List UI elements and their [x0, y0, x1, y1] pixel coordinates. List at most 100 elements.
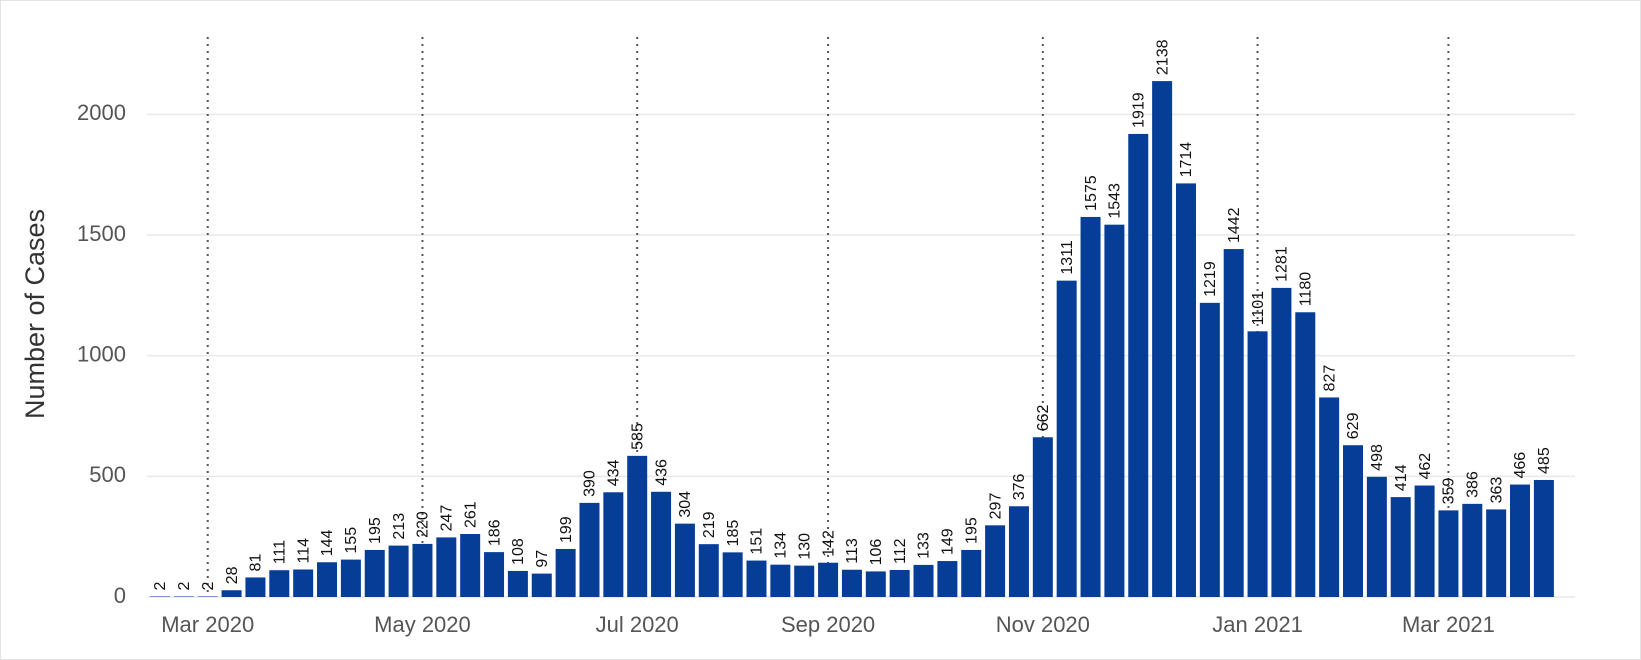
bar — [1319, 397, 1340, 597]
value-label: 827 — [1321, 365, 1338, 392]
value-label: 97 — [534, 550, 551, 568]
bar — [412, 543, 433, 597]
bar — [674, 523, 695, 597]
value-label: 2138 — [1154, 39, 1171, 75]
bar — [340, 559, 361, 597]
value-label: 195 — [367, 517, 384, 544]
value-label: 2 — [200, 582, 217, 591]
bar — [269, 570, 290, 597]
value-label: 462 — [1417, 453, 1434, 480]
x-tick-label: Jul 2020 — [596, 612, 679, 637]
value-label: 185 — [725, 520, 742, 547]
value-label: 359 — [1441, 478, 1458, 505]
x-tick-label: Mar 2021 — [1402, 612, 1495, 637]
bar — [1390, 497, 1411, 597]
value-label: 130 — [796, 533, 813, 560]
value-label: 2 — [176, 582, 193, 591]
bar — [818, 562, 839, 597]
value-label: 1180 — [1297, 272, 1314, 307]
bar — [961, 549, 982, 597]
bar — [245, 577, 266, 597]
value-label: 112 — [892, 538, 909, 564]
bar — [865, 571, 886, 597]
value-label: 186 — [486, 519, 503, 546]
value-label: 436 — [653, 459, 670, 486]
bar — [388, 545, 409, 597]
value-label: 1575 — [1083, 175, 1100, 211]
value-label: 662 — [1035, 404, 1052, 431]
value-label: 111 — [272, 540, 289, 564]
x-tick-label: Sep 2020 — [781, 612, 875, 637]
bar — [770, 564, 791, 597]
bar — [1414, 485, 1435, 597]
value-label: 155 — [343, 527, 360, 554]
value-label: 114 — [295, 538, 312, 564]
y-tick-label: 2000 — [77, 100, 126, 125]
value-label: 28 — [224, 566, 241, 584]
bar — [1056, 280, 1077, 597]
value-label: 195 — [963, 517, 980, 544]
y-tick-label: 1500 — [77, 221, 126, 246]
value-label: 213 — [391, 513, 408, 540]
value-label: 386 — [1465, 471, 1482, 498]
bar — [746, 560, 767, 597]
value-label: 434 — [606, 459, 623, 486]
value-label: 144 — [319, 529, 336, 556]
bar — [579, 502, 600, 597]
bar — [364, 549, 385, 597]
bar — [484, 552, 505, 597]
bar — [937, 561, 958, 597]
x-tick-label: Nov 2020 — [996, 612, 1090, 637]
bar — [1032, 437, 1053, 597]
value-label: 363 — [1488, 477, 1505, 504]
value-label: 466 — [1512, 452, 1529, 479]
value-label: 149 — [940, 528, 957, 555]
bar — [1438, 510, 1459, 597]
value-label: 219 — [701, 511, 718, 538]
bar — [1533, 479, 1554, 597]
value-label: 1714 — [1178, 142, 1195, 178]
value-label: 151 — [749, 528, 766, 555]
bar — [1486, 509, 1507, 597]
bar — [436, 537, 457, 597]
bar — [1199, 302, 1220, 597]
bar — [1175, 183, 1196, 597]
bar — [651, 491, 672, 597]
bar — [317, 562, 338, 597]
value-label: 629 — [1345, 412, 1362, 439]
bar — [722, 552, 743, 597]
value-label: 1919 — [1130, 92, 1147, 128]
y-tick-label: 500 — [89, 462, 126, 487]
value-label: 261 — [462, 501, 479, 528]
value-label: 414 — [1393, 464, 1410, 491]
bar — [1271, 287, 1292, 597]
value-label: 220 — [415, 511, 432, 538]
value-label: 390 — [582, 470, 599, 497]
bar — [221, 590, 242, 597]
bar — [1295, 312, 1316, 597]
value-label: 134 — [773, 532, 790, 559]
bar — [1152, 81, 1173, 597]
value-label: 2 — [152, 582, 169, 591]
value-label: 106 — [868, 539, 885, 566]
bar — [1510, 484, 1531, 597]
value-label: 297 — [987, 493, 1004, 520]
bar — [603, 492, 624, 597]
bar — [293, 569, 314, 597]
value-label: 485 — [1536, 447, 1553, 474]
bar — [1008, 506, 1029, 597]
value-label: 1442 — [1226, 207, 1243, 243]
y-tick-label: 0 — [114, 583, 126, 608]
value-label: 585 — [629, 423, 646, 450]
value-label: 133 — [916, 532, 933, 559]
value-label: 1101 — [1250, 291, 1267, 326]
y-axis-label: Number of Cases — [20, 209, 50, 419]
bar — [1366, 476, 1387, 597]
bar — [460, 534, 481, 597]
bar — [507, 570, 528, 597]
value-label: 1543 — [1107, 183, 1124, 219]
value-label: 304 — [677, 491, 694, 518]
value-label: 108 — [510, 538, 527, 565]
bar — [1223, 249, 1244, 597]
y-tick-label: 1000 — [77, 342, 126, 367]
